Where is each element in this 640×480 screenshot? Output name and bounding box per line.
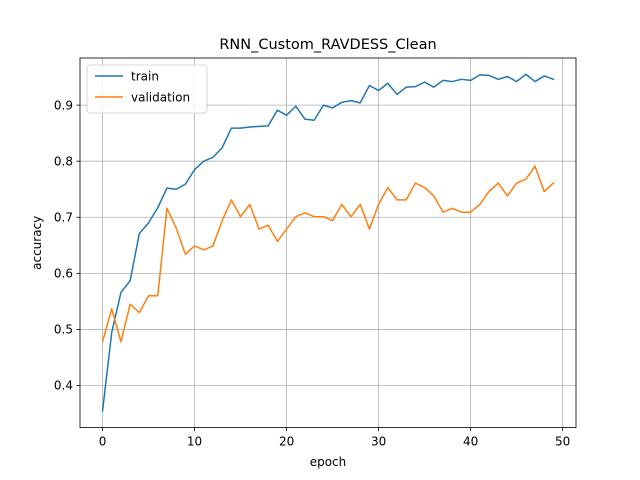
legend-box <box>86 64 208 114</box>
x-tick: 30 <box>371 427 386 449</box>
series-line-validation <box>101 165 555 343</box>
x-tick: 40 <box>463 427 478 449</box>
y-tick-label: 0.7 <box>54 210 73 224</box>
x-tick: 50 <box>555 427 570 449</box>
y-tick: 0.6 <box>54 267 80 281</box>
y-tick-label: 0.8 <box>54 154 73 168</box>
x-tick: 0 <box>99 427 107 449</box>
x-tick: 20 <box>279 427 294 449</box>
chart-title: RNN_Custom_RAVDESS_Clean <box>219 37 436 53</box>
y-tick-label: 0.5 <box>54 323 73 337</box>
y-tick-label: 0.9 <box>54 98 73 112</box>
grid-lines <box>80 58 576 428</box>
y-axis-label: accuracy <box>30 216 44 270</box>
x-tick-label: 40 <box>463 435 478 449</box>
x-tick-label: 50 <box>555 435 570 449</box>
y-tick: 0.8 <box>54 154 80 168</box>
x-tick-label: 0 <box>99 435 107 449</box>
legend-label-train: train <box>131 70 159 84</box>
y-tick: 0.9 <box>54 98 80 112</box>
plot-frame <box>79 57 577 429</box>
series-layer <box>101 73 555 412</box>
y-axis-ticks: 0.4 0.5 0.6 0.7 0.8 0.9 <box>54 98 80 393</box>
x-tick-label: 20 <box>279 435 294 449</box>
x-tick-label: 10 <box>187 435 202 449</box>
y-tick: 0.7 <box>54 210 80 224</box>
series-line-train <box>101 73 555 412</box>
x-tick: 10 <box>187 427 202 449</box>
y-tick-label: 0.6 <box>54 267 73 281</box>
x-axis-label: epoch <box>310 455 347 469</box>
y-tick: 0.4 <box>54 379 80 393</box>
y-tick-label: 0.4 <box>54 379 73 393</box>
legend-label-validation: validation <box>131 91 190 105</box>
x-axis-ticks: 0 10 20 30 40 50 <box>99 427 570 449</box>
y-tick: 0.5 <box>54 323 80 337</box>
x-tick-label: 30 <box>371 435 386 449</box>
legend: train validation <box>86 64 208 114</box>
